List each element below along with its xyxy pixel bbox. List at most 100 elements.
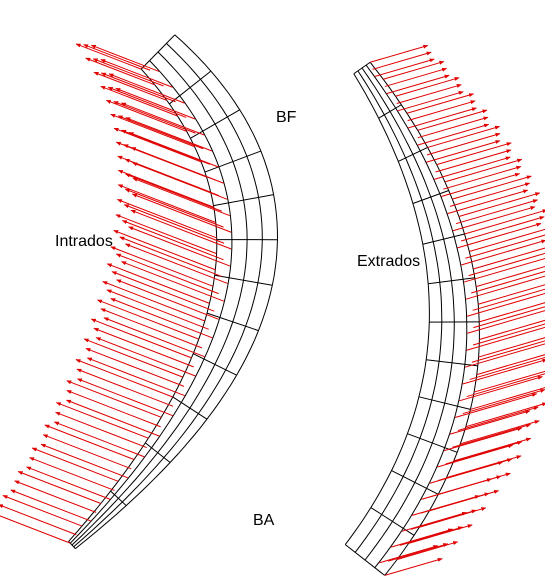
force-arrow [417,109,488,131]
mesh-line [204,150,262,173]
mesh-line [110,490,127,506]
force-arrow [100,308,203,349]
force-arrow [460,420,540,445]
force-arrow [124,158,220,197]
force-arrow [117,169,214,208]
force-arrow [75,43,142,70]
force-arrow [96,299,199,340]
force-arrow [125,243,228,284]
force-arrow [452,423,532,448]
force-arrow [113,127,202,163]
force-arrow [457,222,542,249]
force-arrow [117,115,204,150]
force-arrow [443,165,522,190]
force-arrow [108,73,185,104]
force-arrow [119,236,222,277]
force-arrow [95,337,196,377]
force-arrow [447,189,529,215]
force-arrow [116,199,217,239]
force-arrow [123,204,225,244]
force-arrow [93,327,194,368]
force-arrow [110,298,213,339]
mesh-line [145,442,171,463]
force-arrow [379,545,439,564]
force-arrow [44,424,135,460]
force-arrow [457,406,539,431]
force-arrow [390,528,454,548]
force-arrow [411,495,481,516]
force-arrow [441,172,521,197]
force-arrow [75,359,173,398]
mesh-line [172,396,208,420]
force-arrow [120,102,205,136]
mesh-line [213,194,274,207]
force-arrow [40,443,129,479]
force-arrow [384,67,448,87]
force-arrow [462,388,545,415]
mesh-line [418,396,471,410]
force-arrow [105,99,187,132]
force-arrow [113,101,196,134]
force-arrow [455,199,538,225]
force-arrow [471,340,545,363]
force-arrow [426,140,501,163]
force-arrow [473,247,545,270]
force-arrow [115,214,217,255]
force-arrow [401,511,468,532]
force-arrow [386,74,450,95]
force-arrow [468,252,545,277]
force-arrow [396,541,459,560]
force-arrow [452,206,536,232]
force-arrow [426,132,501,156]
force-arrow [83,338,183,378]
force-arrow [417,123,490,146]
force-arrow [453,437,532,462]
force-arrow [383,60,445,80]
mesh-line [73,43,263,548]
mesh-line [214,274,273,286]
force-arrow [460,216,545,242]
force-arrow [110,246,214,287]
force-arrow [397,91,464,112]
force-arrow [53,421,145,458]
force-vectors [0,43,545,576]
force-arrow [471,270,545,294]
force-arrow [466,292,545,317]
force-arrow [90,318,192,359]
force-arrow [106,289,209,330]
force-arrow [465,275,545,300]
force-arrow [384,557,443,576]
force-arrow [388,543,449,562]
mesh-line [422,233,465,245]
label-intrados: Intrados [55,233,113,250]
force-arrow [406,93,474,114]
force-arrow [437,444,514,468]
force-arrow [372,51,432,70]
mesh-line [140,34,176,70]
mesh-line [428,277,475,285]
mesh-line [398,146,428,162]
force-arrow [465,233,545,259]
force-arrow [55,402,149,439]
force-arrow [417,116,489,139]
label-bf: BF [276,109,297,126]
force-arrow [83,44,151,71]
force-arrow [65,399,160,437]
force-arrow [444,158,523,183]
force-arrow [479,302,545,323]
force-arrow [125,173,223,212]
force-arrow [374,58,435,77]
force-arrow [462,358,545,385]
force-arrow [76,368,174,407]
force-arrow [459,375,543,402]
force-arrow [396,84,462,104]
force-arrow [131,193,232,233]
mesh-line [407,433,458,453]
force-arrow [115,87,196,120]
force-arrow [473,370,545,393]
force-arrow [66,380,162,418]
force-arrow [125,117,213,152]
force-arrow [42,434,132,470]
force-arrow [407,100,476,122]
force-arrow [76,378,173,417]
